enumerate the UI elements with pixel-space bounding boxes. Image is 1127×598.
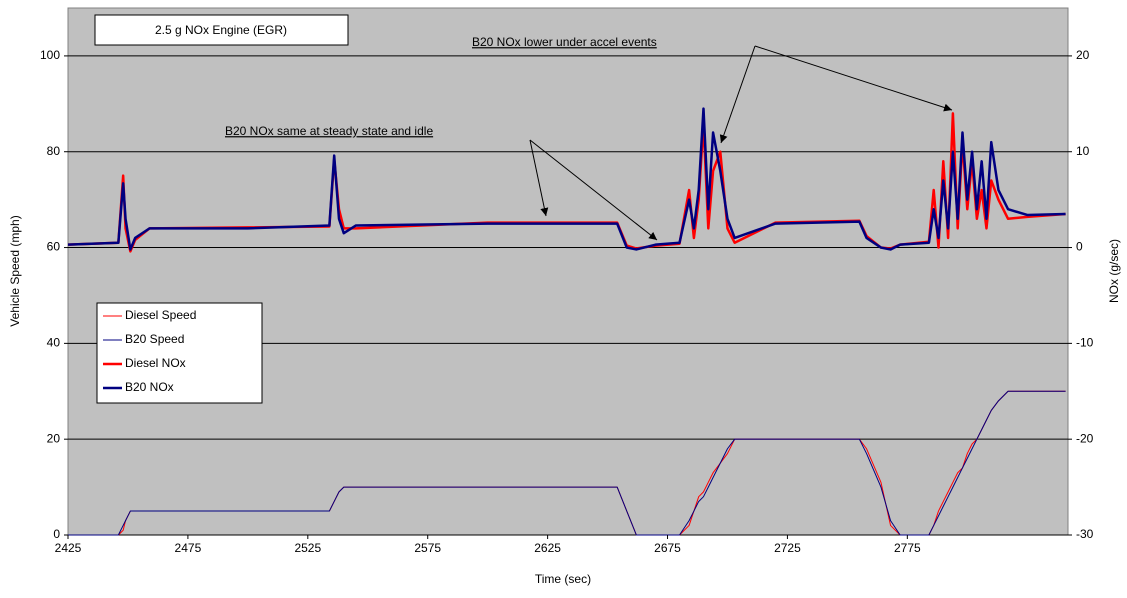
arrow [529, 139, 658, 241]
series-line [67, 107, 1066, 251]
x-tick-label: 2575 [414, 541, 441, 555]
y2-tick-label: 20 [1076, 48, 1090, 62]
y-tick-label: 100 [40, 48, 60, 62]
y2-tick-label: -20 [1076, 431, 1094, 445]
y-tick-label: 0 [53, 527, 60, 541]
x-tick-label: 2625 [534, 541, 561, 555]
x-tick-label: 2775 [894, 541, 921, 555]
x-tick-label: 2725 [774, 541, 801, 555]
lines [67, 107, 1066, 536]
legend-box [96, 302, 263, 404]
y-tick-label: 20 [47, 431, 61, 445]
series-line [68, 390, 1066, 536]
legend-label: Diesel Speed [125, 308, 196, 322]
annotation-arrows [529, 45, 953, 241]
arrow [529, 139, 549, 217]
legend-label: B20 Speed [125, 332, 184, 346]
x-tick-label: 2425 [55, 541, 82, 555]
y-tick-label: 40 [47, 336, 61, 350]
y-tick-label: 80 [47, 144, 61, 158]
y-axis-title: Vehicle Speed (mph) [8, 215, 22, 326]
annotation: 2.5 g NOx Engine (EGR) [155, 23, 287, 37]
arrow [754, 45, 953, 112]
legend-label: B20 NOx [125, 380, 174, 394]
x-tick-label: 2525 [294, 541, 321, 555]
legend-label: Diesel NOx [125, 356, 186, 370]
legend: Diesel Speed B20 Speed Diesel NOx B20 NOx [96, 302, 263, 404]
annotation: B20 NOx lower under accel events [472, 35, 657, 49]
plot-area [67, 7, 1069, 536]
y2-tick-label: 10 [1076, 144, 1090, 158]
arrow [719, 45, 756, 144]
y2-axis-title: NOx (g/sec) [1107, 239, 1121, 303]
annotation-box [94, 14, 349, 46]
y2-tick-label: -10 [1076, 336, 1094, 350]
x-tick-label: 2475 [175, 541, 202, 555]
x-tick-label: 2675 [654, 541, 681, 555]
x-axis-title: Time (sec) [535, 572, 591, 586]
y-tick-label: 60 [47, 240, 61, 254]
y2-tick-label: 0 [1076, 240, 1083, 254]
y2-tick-label: -30 [1076, 527, 1094, 541]
annotation: B20 NOx same at steady state and idle [225, 124, 433, 138]
